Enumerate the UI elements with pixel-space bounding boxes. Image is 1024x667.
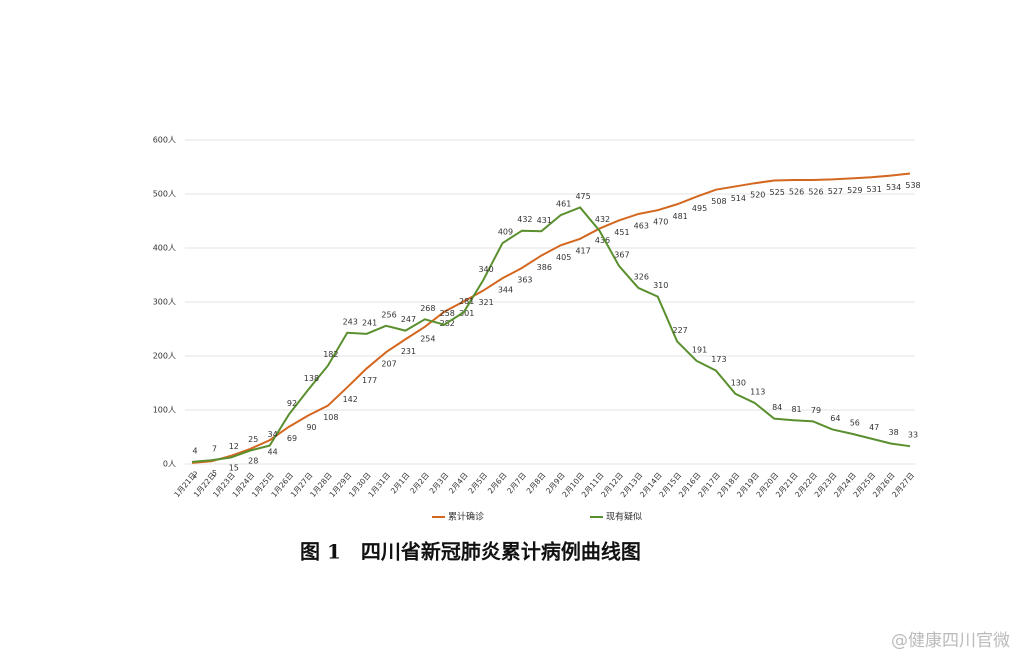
- data-label: 227: [672, 326, 687, 335]
- y-tick-label: 400人: [153, 244, 176, 253]
- data-label: 281: [459, 297, 474, 306]
- data-label: 241: [362, 318, 377, 327]
- data-label: 481: [672, 212, 687, 221]
- x-tick-label: 2月4日: [447, 471, 470, 496]
- data-label: 321: [478, 298, 493, 307]
- x-tick-label: 2月1日: [389, 471, 412, 496]
- data-label: 90: [306, 423, 316, 432]
- x-tick-label: 2月7日: [505, 471, 528, 496]
- data-label: 436: [595, 236, 610, 245]
- y-tick-label: 300人: [153, 298, 176, 307]
- data-label: 113: [750, 387, 765, 396]
- data-label: 44: [268, 448, 278, 457]
- data-label: 367: [614, 250, 629, 259]
- data-label: 108: [323, 413, 338, 422]
- data-label: 514: [731, 194, 746, 203]
- data-label: 461: [556, 200, 571, 209]
- data-label: 2: [192, 470, 197, 479]
- data-label: 191: [692, 345, 707, 354]
- y-tick-label: 500人: [153, 190, 176, 199]
- data-label: 508: [711, 197, 726, 206]
- x-tick-label: 2月6日: [486, 471, 509, 496]
- y-tick-label: 0人: [163, 460, 176, 469]
- data-label: 243: [343, 317, 358, 326]
- data-label: 495: [692, 204, 707, 213]
- data-label: 138: [304, 374, 319, 383]
- data-label: 28: [248, 456, 258, 465]
- data-label: 34: [268, 430, 278, 439]
- data-label: 69: [287, 434, 297, 443]
- line: [191, 172, 911, 464]
- data-label: 417: [575, 246, 590, 255]
- data-label: 15: [229, 463, 239, 472]
- data-label: 526: [789, 187, 804, 196]
- data-label: 4: [192, 446, 197, 455]
- data-label: 520: [750, 191, 765, 200]
- data-label: 182: [323, 350, 338, 359]
- data-label: 5: [212, 469, 217, 478]
- data-label: 12: [229, 442, 239, 451]
- data-label: 33: [908, 431, 918, 440]
- data-label: 326: [634, 272, 649, 281]
- data-label: 451: [614, 228, 629, 237]
- data-label: 527: [828, 187, 843, 196]
- x-tick-label: 2月2日: [408, 471, 431, 496]
- data-label: 534: [886, 183, 901, 192]
- data-label: 64: [830, 414, 840, 423]
- data-label: 79: [811, 406, 821, 415]
- y-tick-label: 600人: [153, 136, 176, 145]
- data-label: 92: [287, 399, 297, 408]
- data-label: 231: [401, 347, 416, 356]
- data-label: 432: [595, 215, 610, 224]
- data-label: 207: [381, 360, 396, 369]
- caption: 图 1 四川省新冠肺炎累计病例曲线图: [300, 540, 641, 564]
- line: [191, 206, 911, 463]
- x-tick-label: 2月8日: [525, 471, 548, 496]
- data-label: 268: [420, 304, 435, 313]
- data-label: 386: [537, 263, 552, 272]
- data-label: 529: [847, 186, 862, 195]
- legend-label: 累计确诊: [448, 511, 484, 523]
- y-tick-label: 100人: [153, 406, 176, 415]
- x-tick-label: 2月3日: [428, 471, 451, 496]
- data-label: 84: [772, 403, 782, 412]
- data-label: 47: [869, 423, 879, 432]
- data-label: 526: [808, 187, 823, 196]
- data-label: 525: [770, 188, 785, 197]
- data-label: 142: [343, 395, 358, 404]
- data-label: 254: [420, 334, 435, 343]
- data-label: 301: [459, 309, 474, 318]
- data-label: 247: [401, 315, 416, 324]
- data-label: 177: [362, 376, 377, 385]
- data-label: 531: [867, 185, 882, 194]
- data-label: 256: [381, 310, 396, 319]
- data-label: 258: [440, 309, 455, 318]
- data-label: 38: [889, 428, 899, 437]
- data-label: 405: [556, 253, 571, 262]
- data-label: 538: [905, 181, 920, 190]
- data-label: 475: [575, 192, 590, 201]
- data-label: 7: [212, 445, 217, 454]
- data-label: 173: [711, 355, 726, 364]
- data-label: 25: [248, 435, 258, 444]
- data-label: 431: [537, 216, 552, 225]
- data-label: 363: [517, 275, 532, 284]
- x-tick-label: 2月5日: [466, 471, 489, 496]
- data-label: 470: [653, 218, 668, 227]
- legend-label: 现有疑似: [606, 511, 642, 523]
- data-label: 432: [517, 215, 532, 224]
- data-label: 463: [634, 221, 649, 230]
- data-label: 81: [791, 405, 801, 414]
- data-label: 56: [850, 418, 860, 427]
- watermark: @健康四川官微: [891, 631, 1010, 651]
- data-label: 409: [498, 228, 513, 237]
- data-label: 344: [498, 286, 513, 295]
- data-label: 340: [478, 265, 493, 274]
- y-tick-label: 200人: [153, 352, 176, 361]
- data-label: 310: [653, 281, 668, 290]
- data-label: 130: [731, 378, 746, 387]
